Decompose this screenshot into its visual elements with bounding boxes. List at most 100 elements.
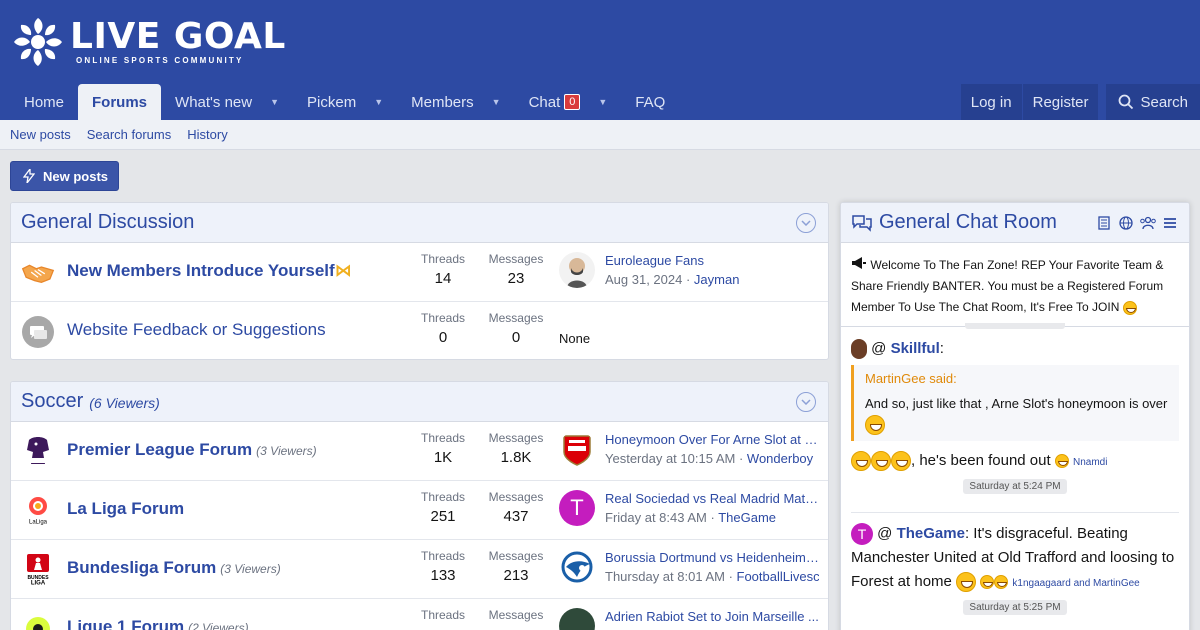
quote-block: MartinGee said: And so, just like that ,…	[851, 365, 1179, 441]
threads-count: 0	[438, 329, 448, 346]
author-colon: :	[939, 339, 944, 357]
quote-author[interactable]: MartinGee said:	[865, 371, 957, 386]
avatar[interactable]	[559, 549, 595, 585]
main-nav: Home Forums What's new ▼ Pickem ▼ Members ▼…	[0, 84, 1200, 120]
last-post-title[interactable]: Adrien Rabiot Set to Join Marseille ...	[605, 609, 819, 624]
forum-title[interactable]: La Liga Forum	[67, 499, 185, 518]
rofl-emoji	[1054, 453, 1069, 468]
last-post-title[interactable]: Real Sociedad vs Real Madrid Matc...	[605, 491, 819, 506]
tab-forums-label: Forums	[92, 93, 148, 111]
threads-stat: Threads 14	[408, 252, 478, 287]
message-body: It's disgraceful. Beating Manchester Uni…	[851, 525, 1175, 590]
category-title[interactable]: General Discussion	[21, 211, 195, 233]
svg-text:LaLiga: LaLiga	[29, 520, 48, 526]
messages-stat: Messages 1.8K	[481, 431, 551, 466]
sub-nav: New posts Search forums History	[0, 120, 1200, 150]
last-post-title[interactable]: Borussia Dortmund vs Heidenheim ...	[605, 550, 819, 565]
login-button[interactable]: Log in	[960, 84, 1022, 120]
chat-room-panel: General Chat Room Welcome To The Fan Zon…	[840, 202, 1190, 630]
avatar[interactable]	[559, 252, 595, 288]
last-post-title[interactable]: Honeymoon Over For Arne Slot at Li...	[605, 432, 819, 447]
last-post-user[interactable]: Wonderboy	[746, 451, 814, 466]
chevron-down-icon[interactable]: ▼	[374, 97, 384, 107]
category-title[interactable]: Soccer	[21, 390, 84, 412]
messages-label: Messages	[488, 431, 544, 445]
svg-text:BUNDES: BUNDES	[27, 575, 49, 581]
avatar[interactable]	[851, 339, 867, 359]
mention-at: @	[871, 339, 887, 357]
search-icon	[1119, 94, 1134, 110]
subnav-search-forums[interactable]: Search forums	[86, 127, 172, 142]
threads-count: 133	[430, 567, 456, 584]
forum-title[interactable]: Ligue 1 Forum (2 Viewers)	[67, 617, 249, 630]
tab-pickem-label: Pickem	[307, 93, 357, 111]
category-viewers: (6 Viewers)	[89, 395, 160, 411]
rules-book-icon[interactable]	[1093, 215, 1115, 231]
forum-node: BUNDES LIGA Bundesliga Forum (3 Viewers) T…	[11, 540, 828, 599]
threads-label: Threads	[420, 608, 466, 622]
subnav-new-posts[interactable]: New posts	[10, 127, 71, 142]
register-button[interactable]: Register	[1022, 84, 1099, 120]
tab-home[interactable]: Home	[10, 84, 78, 120]
quote-text: And so, just like that , Arne Slot's hon…	[865, 394, 1169, 435]
chat-notice-text: Welcome To The Fan Zone! REP Your Favori…	[851, 258, 1164, 314]
users-icon[interactable]	[1137, 215, 1159, 231]
search-button[interactable]: Search	[1106, 84, 1200, 120]
message-time: Saturday at 5:25 PM	[963, 600, 1067, 615]
messages-stat: Messages 213	[481, 549, 551, 584]
hugging-face-emoji	[1122, 300, 1137, 315]
svg-text:LIGA: LIGA	[31, 581, 46, 587]
chevron-down-icon[interactable]: ▼	[598, 97, 608, 107]
forum-title-text: Ligue 1 Forum	[67, 617, 185, 630]
avatar-letter: T	[570, 495, 584, 520]
reaction-users[interactable]: Nnamdi	[1073, 456, 1108, 468]
tab-home-label: Home	[24, 93, 65, 111]
avatar[interactable]	[559, 431, 595, 467]
message-author[interactable]: TheGame	[896, 525, 965, 542]
menu-hamburger-icon[interactable]	[1159, 215, 1181, 231]
forum-node: Website Feedback or Suggestions Threads 0…	[11, 302, 828, 359]
globe-icon[interactable]	[1115, 215, 1137, 231]
chat-bubbles-icon	[852, 214, 872, 232]
collapse-toggle-icon[interactable]	[796, 392, 816, 412]
collapse-toggle-icon[interactable]	[796, 213, 816, 233]
forum-title[interactable]: Website Feedback or Suggestions	[67, 320, 326, 339]
last-post-user[interactable]: TheGame	[718, 510, 777, 525]
tab-whats-new[interactable]: What's new ▼	[161, 84, 293, 120]
tab-forums[interactable]: Forums	[78, 84, 162, 120]
message-author[interactable]: Skillful	[890, 339, 940, 357]
tab-pickem[interactable]: Pickem ▼	[293, 84, 397, 120]
threads-label: Threads	[420, 431, 466, 445]
threads-stat: Threads 251	[408, 490, 478, 525]
butterfly-icon: ⋈	[334, 261, 352, 280]
avatar[interactable]: T	[851, 523, 873, 546]
reaction-users[interactable]: k1ngaagaard and MartinGee	[1012, 578, 1140, 589]
last-post-user[interactable]: Jayman	[693, 272, 740, 287]
forum-title[interactable]: Premier League Forum (3 Viewers)	[67, 440, 317, 460]
tab-faq[interactable]: FAQ	[621, 84, 679, 120]
mention-at: @	[877, 525, 893, 542]
chevron-down-icon[interactable]: ▼	[270, 97, 280, 107]
last-post-user[interactable]: FootballLivescore	[736, 569, 819, 584]
message-text: T @ TheGame: It's disgraceful. Beating M…	[851, 522, 1179, 596]
premier-league-lion-icon	[21, 435, 55, 469]
threads-stat: Threads	[408, 608, 478, 622]
chevron-down-icon[interactable]: ▼	[491, 97, 501, 107]
forum-title[interactable]: Bundesliga Forum (3 Viewers)	[67, 558, 281, 578]
last-post-title[interactable]: Euroleague Fans	[605, 253, 705, 268]
messages-count: 23	[507, 270, 525, 287]
new-posts-button[interactable]: New posts	[10, 161, 119, 191]
avatar[interactable]: T	[559, 490, 595, 526]
forum-title[interactable]: New Members Introduce Yourself⋈	[67, 261, 352, 281]
forum-viewers: (2 Viewers)	[188, 621, 249, 630]
quote-text-body: And so, just like that , Arne Slot's hon…	[865, 396, 1168, 411]
lightning-icon	[23, 169, 35, 183]
threads-label: Threads	[420, 549, 466, 563]
site-logo[interactable]: LIVE GOAL ONLINE SPORTS COMMUNITY	[10, 14, 286, 70]
tab-members[interactable]: Members ▼	[397, 84, 514, 120]
subnav-history[interactable]: History	[187, 127, 228, 142]
tab-chat[interactable]: Chat 0 ▼	[515, 84, 622, 120]
messages-count: 213	[503, 567, 529, 584]
threads-stat: Threads 0	[408, 311, 478, 346]
avatar[interactable]	[559, 608, 595, 630]
